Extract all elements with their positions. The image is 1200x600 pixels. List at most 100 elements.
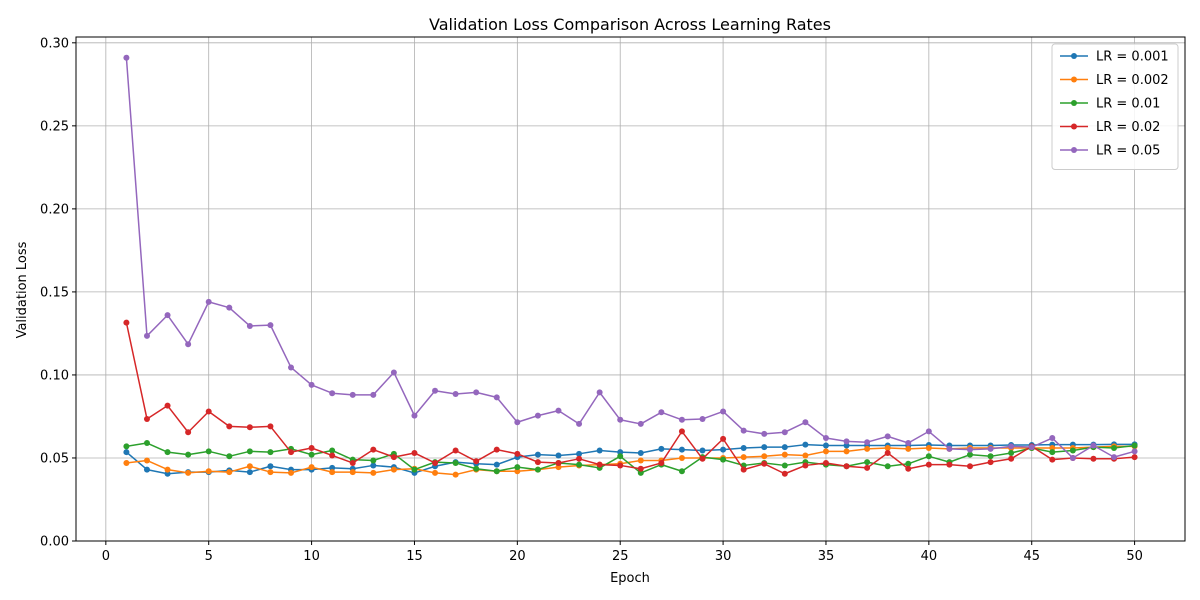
series-line xyxy=(125,443,1135,475)
data-point xyxy=(534,412,541,419)
data-point xyxy=(720,446,727,453)
data-point xyxy=(637,449,644,456)
data-point xyxy=(925,461,932,468)
data-point xyxy=(452,447,459,454)
data-point xyxy=(843,442,850,449)
legend-item: LR = 0.02 xyxy=(1060,120,1160,135)
data-point xyxy=(123,443,130,450)
y-axis-label: Validation Loss xyxy=(15,241,30,338)
data-point xyxy=(802,441,809,448)
data-point xyxy=(1008,449,1015,456)
data-point xyxy=(1028,444,1035,451)
data-point xyxy=(678,446,685,453)
data-point xyxy=(864,459,871,466)
data-point xyxy=(658,445,665,452)
data-point xyxy=(1049,449,1056,456)
data-point xyxy=(1131,448,1138,455)
data-point xyxy=(534,451,541,458)
legend-label: LR = 0.02 xyxy=(1096,120,1160,135)
data-point xyxy=(740,445,747,452)
plot-frame xyxy=(75,36,1186,542)
data-point xyxy=(1069,454,1076,461)
data-point xyxy=(205,408,212,415)
data-point xyxy=(761,430,768,437)
data-point xyxy=(123,449,130,456)
data-point xyxy=(246,424,253,431)
data-point xyxy=(164,466,171,473)
data-point xyxy=(946,445,953,452)
x-tick-label: 50 xyxy=(1126,549,1143,564)
data-point xyxy=(308,451,315,458)
data-point xyxy=(576,420,583,427)
data-point xyxy=(143,466,150,473)
data-point xyxy=(473,389,480,396)
data-point xyxy=(1069,447,1076,454)
data-point xyxy=(411,449,418,456)
data-point xyxy=(246,469,253,476)
data-point xyxy=(781,444,788,451)
data-point xyxy=(925,445,932,452)
data-point xyxy=(781,451,788,458)
data-point xyxy=(966,463,973,470)
data-point xyxy=(534,459,541,466)
data-point xyxy=(452,459,459,466)
legend-swatch-marker xyxy=(1071,147,1077,153)
data-point xyxy=(205,298,212,305)
data-point xyxy=(617,449,624,456)
data-point xyxy=(822,448,829,455)
data-point xyxy=(514,450,521,457)
data-point xyxy=(637,465,644,472)
data-point xyxy=(390,369,397,376)
x-tick-label: 10 xyxy=(303,549,320,564)
series-3 xyxy=(123,440,1138,476)
data-point xyxy=(288,364,295,371)
data-point xyxy=(1111,445,1118,452)
data-point xyxy=(164,449,171,456)
data-point xyxy=(1090,442,1097,449)
data-point xyxy=(308,381,315,388)
data-point xyxy=(164,470,171,477)
data-point xyxy=(185,451,192,458)
series-line xyxy=(125,322,1135,475)
data-point xyxy=(370,469,377,476)
data-point xyxy=(781,470,788,477)
data-point xyxy=(720,456,727,463)
data-point xyxy=(678,454,685,461)
legend-box xyxy=(1051,43,1179,170)
data-point xyxy=(349,459,356,466)
data-point xyxy=(678,468,685,475)
data-point xyxy=(288,449,295,456)
data-point xyxy=(637,420,644,427)
data-point xyxy=(637,457,644,464)
data-point xyxy=(884,463,891,470)
data-point xyxy=(555,464,562,471)
data-point xyxy=(925,428,932,435)
data-point xyxy=(329,464,336,471)
data-point xyxy=(390,454,397,461)
data-point xyxy=(576,455,583,462)
data-point xyxy=(329,390,336,397)
legend-swatch-marker xyxy=(1071,123,1077,130)
data-point xyxy=(1049,445,1056,452)
data-point xyxy=(987,453,994,460)
series-line xyxy=(125,57,1135,459)
data-point xyxy=(123,459,130,466)
data-point xyxy=(905,440,912,447)
data-point xyxy=(843,438,850,445)
data-point xyxy=(966,446,973,453)
data-point xyxy=(349,391,356,398)
data-point xyxy=(143,440,150,447)
data-point xyxy=(308,464,315,471)
x-tick-label: 25 xyxy=(612,549,629,564)
data-point xyxy=(390,466,397,473)
x-tick-label: 45 xyxy=(1023,549,1040,564)
data-point xyxy=(493,446,500,453)
data-point xyxy=(226,423,233,430)
x-tick-label: 30 xyxy=(715,549,732,564)
data-point xyxy=(246,448,253,455)
data-point xyxy=(617,416,624,423)
y-tick-label: 0.10 xyxy=(40,368,69,383)
data-point xyxy=(370,462,377,469)
data-point xyxy=(802,462,809,469)
